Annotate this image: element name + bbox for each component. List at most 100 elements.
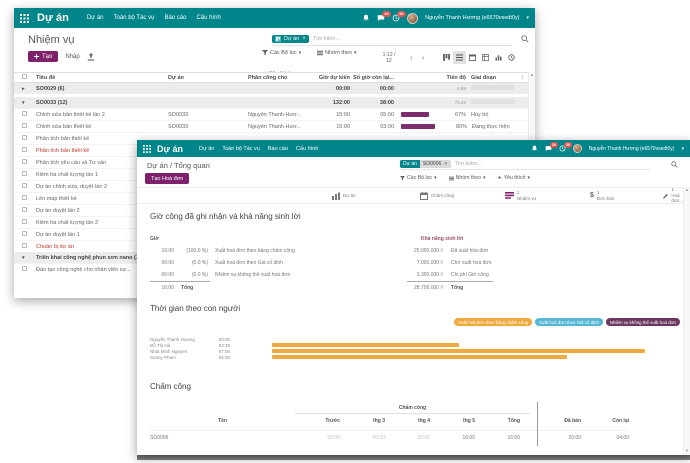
column-options-icon[interactable]: ⋮ [519,74,526,81]
row-checkbox[interactable] [22,135,27,140]
groupby-dropdown[interactable]: Nhóm theo ▾ [448,175,486,181]
row-checkbox[interactable] [22,231,27,236]
stat-button-project[interactable]: Dự án [332,188,356,203]
stat-button-sales[interactable]: $ 1 Đơn bán [590,190,615,201]
user-menu[interactable]: Nguyễn Thanh Hương (e6570vsedt0y) [425,15,520,21]
col-project[interactable]: Dự án [168,74,184,81]
scroll-down-icon[interactable]: ▼ [685,448,689,453]
profit-row: 7.000.000 ₫ Chờ xuất hoá đơn [416,260,492,266]
import-button[interactable]: Nhập [65,53,80,60]
task-assignee: Nguyễn Thanh Hươ... [248,111,302,118]
table-row[interactable]: Chỉnh sửa bản thiết kế lần 2 SO0033 Nguy… [14,108,528,120]
menu-configuration[interactable]: Cấu hình [196,15,221,21]
view-kanban-icon[interactable] [440,51,453,64]
search-facet-project[interactable]: Dự án SO0006 × [400,159,451,168]
col-title[interactable]: Tiêu đề [36,74,56,81]
search-bar[interactable]: Dự án × Tìm kiếm... [272,33,512,46]
search-icon[interactable] [671,161,678,168]
row-checkbox[interactable] [22,243,27,248]
menu-reporting[interactable]: Báo cáo [267,145,289,152]
filters-dropdown[interactable]: Các Bộ lọc ▾ [262,50,301,56]
row-checkbox[interactable] [22,147,27,152]
upload-icon[interactable] [87,52,95,61]
search-facet-project[interactable]: Dự án × [272,35,309,43]
facet-value: SO0006 [422,160,442,167]
stat-button-tasks[interactable]: 1 Nhiệm vụ [505,188,536,203]
stat-button-invoices[interactable]: 1 Hoá đơn... [663,187,686,203]
group-row-so0029[interactable]: ▸ SO0029 (6) 00:00 00:00 6.89 [14,83,528,94]
nav-right: 10 30 Nguyễn Thanh Hương (e6570vsedt0y) … [531,142,684,153]
messages-icon[interactable]: 10 [545,142,559,152]
row-checkbox[interactable] [22,111,27,116]
groupby-dropdown[interactable]: Nhóm theo ▾ [317,50,357,56]
top-nav: Dự án Dự án Toàn bộ Tác vụ Báo cáo Cấu h… [137,140,690,157]
scroll-up-icon[interactable]: ▲ [530,72,534,77]
legend-non-billable[interactable]: Nhiệm vụ không thể xuất hoá đơn [605,318,680,326]
select-all-checkbox[interactable] [22,74,27,79]
row-checkbox[interactable] [22,159,27,164]
remove-facet-icon[interactable]: × [302,36,306,42]
scrollbar-vertical[interactable]: ▲ ▼ [683,187,690,455]
row-checkbox[interactable] [22,195,27,200]
menu-project[interactable]: Dự án [199,145,215,152]
avatar[interactable] [572,144,582,153]
view-calendar-icon[interactable] [466,51,479,64]
row-checkbox[interactable] [22,171,27,176]
group-row-so0033[interactable]: ▾ SO0033 (12) 132:00 38:00 73.28 [14,97,528,108]
col-remaining-hours[interactable]: Số giờ còn lại... [353,74,394,81]
search-placeholder[interactable]: Tìm kiếm... [312,36,341,42]
col-planned-hours[interactable]: Giờ dự kiến [318,74,350,81]
row-checkbox[interactable] [22,183,27,188]
view-list-icon[interactable] [453,51,466,64]
table-header-row: Tiêu đề Dự án Phân công cho Giờ dự kiến … [14,72,528,83]
pager[interactable]: 1-12 / 12 [374,52,404,65]
menu-reporting[interactable]: Báo cáo [164,15,187,21]
row-checkbox[interactable] [22,266,27,271]
search-placeholder[interactable]: Tìm kiếm... [454,160,482,167]
filter-icon [262,50,268,56]
group-progressbar [471,99,514,104]
pager-previous-icon[interactable]: ‹ [410,53,413,62]
app-title[interactable]: Dự án [157,143,184,154]
progress-bar [401,112,429,117]
messages-icon[interactable]: 10 [377,11,391,22]
timesheet-row[interactable]: SO0006 00:00 00:00 00:00 16:00 16:00 20:… [150,430,630,444]
table-row[interactable]: Chỉnh sửa bản thiết kế SO0033 Nguyễn Tha… [14,120,528,132]
remove-facet-icon[interactable]: × [444,160,448,167]
row-checkbox[interactable] [22,123,27,128]
col-assignee[interactable]: Phân công cho [248,74,288,81]
favorites-dropdown[interactable]: ★Yêu thích▾ [497,175,530,181]
activities-clock-icon[interactable]: 30 [392,11,406,22]
filters-dropdown[interactable]: Các Bộ lọc ▾ [400,175,437,181]
col-progress[interactable]: Tiến độ [446,74,466,81]
scroll-up-icon[interactable]: ▲ [685,187,689,192]
col-stage[interactable]: Giai đoạn [471,74,497,81]
menu-configuration[interactable]: Cấu hình [296,145,319,152]
stat-button-timesheets[interactable]: Chấm công [420,188,454,203]
view-activity-icon[interactable] [505,51,518,64]
notifications-bell-icon[interactable] [362,14,370,22]
create-invoice-button[interactable]: Tạo Hoá đơn [145,173,190,184]
user-menu[interactable]: Nguyễn Thanh Hương (e6570vsedt0y) [588,145,675,152]
legend-billable-fixed[interactable]: Xuất hoá đơn theo Giá cố định [535,318,603,326]
view-pivot-icon[interactable] [479,51,492,64]
search-icon[interactable] [521,35,529,43]
row-checkbox[interactable] [22,207,27,212]
search-bar[interactable]: Dự án SO0006 × Tìm kiếm... [400,158,650,170]
menu-all-tasks[interactable]: Toàn bộ Tác vụ [222,145,260,152]
view-graph-icon[interactable] [492,51,505,64]
menu-project[interactable]: Dự án [86,15,104,21]
activities-clock-icon[interactable]: 30 [559,142,573,152]
apps-menu-icon[interactable] [20,13,29,23]
app-title[interactable]: Dự án [37,12,69,24]
notifications-bell-icon[interactable] [531,145,538,152]
row-checkbox[interactable] [22,219,27,224]
legend-billable-timesheet[interactable]: Xuất hoá đơn theo bảng chấm công [454,318,533,326]
avatar[interactable] [407,12,419,24]
breadcrumb[interactable]: Dự án / Tổng quan [147,161,210,170]
create-button[interactable]: Tạo [28,51,59,62]
pager-next-icon[interactable]: › [421,53,425,62]
apps-menu-icon[interactable] [143,144,151,153]
task-project: SO0033 [168,111,189,118]
menu-all-tasks[interactable]: Toàn bộ Tác vụ [113,15,155,21]
